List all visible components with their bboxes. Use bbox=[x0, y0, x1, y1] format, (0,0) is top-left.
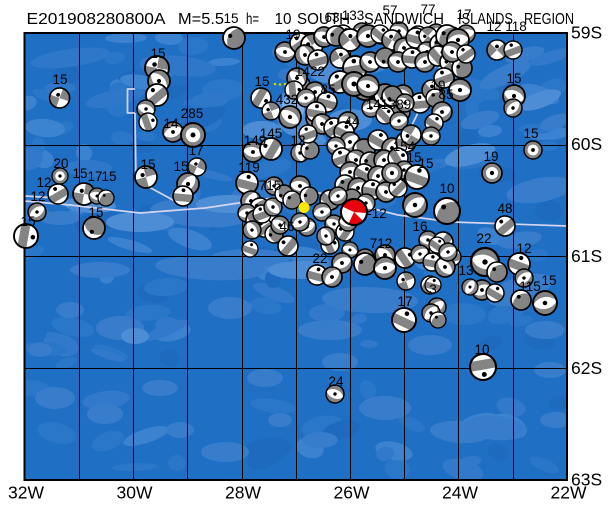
svg-text:63: 63 bbox=[324, 10, 339, 25]
svg-text:57: 57 bbox=[382, 3, 397, 18]
svg-text:17: 17 bbox=[87, 169, 102, 184]
svg-text:17: 17 bbox=[397, 294, 412, 309]
svg-text:ISLANDS: ISLANDS bbox=[458, 11, 513, 28]
svg-text:10: 10 bbox=[275, 11, 292, 28]
svg-text:1422: 1422 bbox=[295, 64, 325, 79]
svg-text:17: 17 bbox=[456, 7, 471, 22]
svg-text:E201908280800A: E201908280800A bbox=[27, 11, 167, 28]
svg-text:62S: 62S bbox=[571, 358, 602, 378]
svg-text:15: 15 bbox=[140, 157, 155, 172]
svg-text:28W: 28W bbox=[225, 483, 261, 503]
svg-text:17: 17 bbox=[188, 143, 203, 158]
svg-text:SANDWICH: SANDWICH bbox=[364, 11, 444, 28]
svg-text:15: 15 bbox=[223, 11, 238, 26]
svg-text:715: 715 bbox=[259, 178, 282, 193]
svg-text:15: 15 bbox=[88, 205, 103, 220]
svg-text:15: 15 bbox=[523, 126, 538, 141]
svg-text:63S: 63S bbox=[571, 470, 602, 490]
svg-text:15: 15 bbox=[541, 273, 556, 288]
svg-text:12: 12 bbox=[516, 241, 531, 256]
svg-text:15: 15 bbox=[254, 74, 269, 89]
svg-text:15: 15 bbox=[52, 72, 67, 87]
svg-text:12: 12 bbox=[30, 189, 45, 204]
svg-text:44: 44 bbox=[344, 114, 360, 129]
svg-text:133: 133 bbox=[342, 8, 365, 23]
svg-text:REGION: REGION bbox=[524, 11, 574, 28]
svg-text:46: 46 bbox=[279, 219, 294, 234]
svg-text:14: 14 bbox=[163, 116, 179, 131]
svg-text:85: 85 bbox=[320, 82, 335, 97]
svg-text:32W: 32W bbox=[8, 483, 44, 503]
svg-text:24: 24 bbox=[328, 374, 344, 389]
svg-text:145: 145 bbox=[260, 126, 283, 141]
svg-text:389: 389 bbox=[389, 97, 412, 112]
svg-text:85: 85 bbox=[438, 87, 453, 102]
svg-text:13: 13 bbox=[458, 263, 473, 278]
svg-text:149: 149 bbox=[244, 133, 267, 148]
svg-text:22: 22 bbox=[476, 231, 491, 246]
svg-text:19: 19 bbox=[285, 27, 300, 42]
svg-text:15: 15 bbox=[101, 169, 116, 184]
svg-text:26W: 26W bbox=[334, 483, 370, 503]
svg-text:12: 12 bbox=[290, 133, 305, 148]
svg-text:432: 432 bbox=[276, 92, 299, 107]
svg-text:712: 712 bbox=[370, 236, 393, 251]
svg-text:118: 118 bbox=[505, 19, 527, 34]
svg-text:285: 285 bbox=[181, 106, 204, 121]
svg-text:-12: -12 bbox=[367, 206, 387, 221]
svg-text:22: 22 bbox=[312, 251, 327, 266]
svg-text:15: 15 bbox=[150, 46, 165, 61]
svg-text:10: 10 bbox=[474, 342, 489, 357]
svg-text:48: 48 bbox=[497, 201, 512, 216]
svg-text:61S: 61S bbox=[571, 246, 602, 266]
svg-text:77: 77 bbox=[420, 2, 435, 17]
svg-text:60S: 60S bbox=[571, 134, 602, 154]
svg-text:30W: 30W bbox=[117, 483, 153, 503]
svg-text:16: 16 bbox=[412, 219, 427, 234]
svg-text:115: 115 bbox=[519, 279, 541, 294]
svg-text:154: 154 bbox=[393, 139, 416, 154]
svg-text:15: 15 bbox=[72, 166, 87, 181]
svg-text:3: 3 bbox=[429, 282, 437, 297]
svg-text:15: 15 bbox=[506, 71, 521, 86]
svg-text:15: 15 bbox=[418, 156, 433, 171]
svg-text:15: 15 bbox=[406, 150, 421, 165]
svg-text:M=5.5: M=5.5 bbox=[178, 11, 224, 28]
svg-text:141: 141 bbox=[366, 97, 389, 112]
svg-text:15: 15 bbox=[173, 159, 188, 174]
svg-text:59S: 59S bbox=[571, 23, 602, 43]
svg-text:12: 12 bbox=[36, 175, 51, 190]
svg-text:119: 119 bbox=[238, 160, 260, 175]
svg-text:22W: 22W bbox=[551, 483, 587, 503]
svg-text:10: 10 bbox=[439, 181, 454, 196]
svg-text:15: 15 bbox=[20, 214, 35, 229]
svg-text:19: 19 bbox=[483, 149, 498, 164]
svg-text:19: 19 bbox=[430, 78, 445, 93]
svg-text:12: 12 bbox=[486, 19, 501, 34]
svg-text:24W: 24W bbox=[442, 483, 478, 503]
svg-text:SOUTH: SOUTH bbox=[297, 11, 350, 28]
svg-text:h=: h= bbox=[246, 11, 259, 28]
svg-text:20: 20 bbox=[53, 156, 68, 171]
